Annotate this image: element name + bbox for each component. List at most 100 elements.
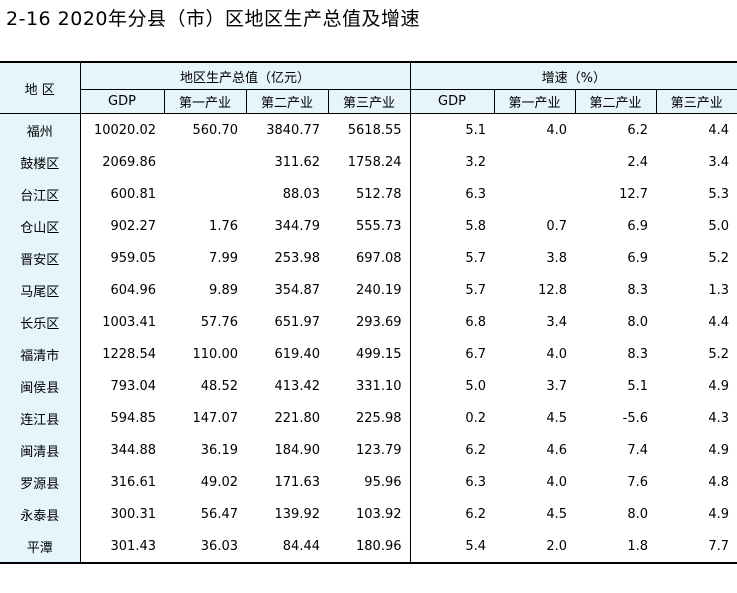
- growth-value-cell: 8.0: [627, 314, 649, 330]
- gdp-value-cell: 331.10: [356, 378, 402, 394]
- statistics-table: 地 区 地区生产总值（亿元） 增速（%） GDP 第一产业 第二产业 第三产业 …: [0, 61, 737, 564]
- growth-value-cell: 12.7: [619, 186, 649, 202]
- growth-value-cell: 6.8: [409, 306, 495, 338]
- table-row: 罗源县 316.61 49.02 171.63 95.96 6.3 4.0 7.6 4.8: [0, 466, 737, 498]
- gdp-value-cell: 697.08: [356, 250, 402, 266]
- gdp-value-cell: 1.76: [209, 218, 238, 234]
- gdp-value-cell: 555.73: [356, 218, 402, 234]
- gdp-value-cell: 36.19: [200, 442, 238, 458]
- gdp-value-cell: 9.89: [209, 282, 238, 298]
- growth-value-cell: 4.9: [708, 378, 730, 394]
- growth-value-cell: 3.7: [546, 378, 568, 394]
- gdp-value-cell: 594.85: [110, 410, 157, 426]
- growth-value-cell: 7.4: [627, 442, 649, 458]
- gdp-value-cell: [164, 178, 246, 210]
- growth-value-cell: 4.4: [708, 122, 730, 138]
- gdp-value-cell: 902.27: [110, 218, 157, 234]
- gdp-value-cell: 344.79: [274, 218, 321, 234]
- gdp-value-cell: 225.98: [356, 410, 402, 426]
- gdp-value-cell: 95.96: [364, 474, 402, 490]
- gdp-value-cell: 1758.24: [347, 154, 402, 170]
- gdp-value-cell: 512.78: [356, 186, 402, 202]
- table-row: 平潭 301.43 36.03 84.44 180.96 5.4 2.0 1.8 7.7: [0, 530, 737, 564]
- region-cell: 长乐区: [0, 306, 81, 338]
- sub-header: 第三产业: [655, 89, 737, 114]
- gdp-value-cell: 56.47: [200, 506, 238, 522]
- header-row-sub: GDP 第一产业 第二产业 第三产业 GDP 第一产业 第二产业 第三产业: [0, 89, 737, 114]
- gdp-value-cell: 171.63: [274, 474, 321, 490]
- table-row: 闽清县 344.88 36.19 184.90 123.79 6.2 4.6 7.4 4.9: [0, 434, 737, 466]
- growth-value-cell: 4.5: [546, 410, 568, 426]
- growth-value-cell: 7.7: [656, 530, 737, 564]
- growth-value-cell: 5.1: [627, 378, 649, 394]
- table-row: 马尾区 604.96 9.89 354.87 240.19 5.7 12.8 8.3 1.3: [0, 274, 737, 306]
- gdp-group-header: 地区生产总值（亿元）: [79, 62, 411, 90]
- region-cell: 马尾区: [0, 274, 81, 306]
- gdp-value-cell: 7.99: [209, 250, 238, 266]
- gdp-value-cell: 139.92: [274, 506, 321, 522]
- region-cell: 福州: [0, 113, 81, 146]
- region-cell: 闽侯县: [0, 370, 81, 402]
- gdp-value-cell: 110.00: [192, 346, 239, 362]
- growth-value-cell: 4.5: [546, 506, 568, 522]
- gdp-value-cell: 354.87: [274, 282, 321, 298]
- growth-value-cell: 8.0: [627, 506, 649, 522]
- gdp-value-cell: 88.03: [282, 186, 320, 202]
- region-cell: 晋安区: [0, 242, 81, 274]
- growth-value-cell: 4.0: [546, 346, 568, 362]
- growth-value-cell: 6.2: [409, 498, 495, 530]
- gdp-value-cell: 651.97: [274, 314, 321, 330]
- gdp-value-cell: 2069.86: [102, 154, 156, 170]
- region-header: 地 区: [0, 62, 80, 114]
- sub-header: 第二产业: [574, 89, 657, 114]
- growth-value-cell: 5.7: [409, 242, 495, 274]
- gdp-value-cell: 344.88: [110, 442, 157, 458]
- table-row: 台江区 600.81 88.03 512.78 6.3 12.7 5.3: [0, 178, 737, 210]
- gdp-value-cell: 84.44: [246, 530, 328, 564]
- gdp-value-cell: [164, 146, 246, 178]
- gdp-value-cell: 147.07: [192, 410, 239, 426]
- growth-value-cell: 6.3: [409, 466, 495, 498]
- growth-value-cell: 3.4: [546, 314, 568, 330]
- gdp-value-cell: 57.76: [200, 314, 238, 330]
- gdp-value-cell: 499.15: [356, 346, 402, 362]
- gdp-value-cell: 301.43: [80, 530, 164, 564]
- growth-value-cell: 5.0: [409, 370, 495, 402]
- growth-value-cell: 2.0: [494, 530, 576, 564]
- growth-value-cell: 5.8: [409, 210, 495, 242]
- gdp-value-cell: 10020.02: [93, 122, 156, 138]
- growth-value-cell: 3.8: [546, 250, 568, 266]
- table-row: 连江县 594.85 147.07 221.80 225.98 0.2 4.5 -5.6 4.3: [0, 402, 737, 434]
- growth-value-cell: 5.0: [708, 218, 730, 234]
- sub-header: 第一产业: [493, 89, 576, 114]
- table-body: 福州 10020.02 560.70 3840.77 5618.55 5.1 4.0 6.2 4…: [0, 113, 737, 564]
- gdp-value-cell: 293.69: [356, 314, 402, 330]
- growth-value-cell: 8.3: [627, 282, 649, 298]
- region-cell: 仓山区: [0, 210, 81, 242]
- table-row: 鼓楼区 2069.86 311.62 1758.24 3.2 2.4 3.4: [0, 146, 737, 178]
- gdp-value-cell: 48.52: [200, 378, 238, 394]
- gdp-value-cell: 253.98: [274, 250, 321, 266]
- sub-header: 第二产业: [245, 89, 328, 114]
- table-row: 闽侯县 793.04 48.52 413.42 331.10 5.0 3.7 5.1 4.9: [0, 370, 737, 402]
- gdp-value-cell: 1228.54: [102, 346, 156, 362]
- growth-value-cell: 1.3: [708, 282, 730, 298]
- growth-value-cell: 8.3: [627, 346, 649, 362]
- growth-value-cell: 4.9: [708, 442, 730, 458]
- growth-value-cell: -5.6: [622, 410, 649, 426]
- table-row: 福州 10020.02 560.70 3840.77 5618.55 5.1 4.0 6.2 4…: [0, 113, 737, 146]
- growth-value-cell: 3.2: [409, 146, 495, 178]
- growth-value-cell: 4.0: [546, 474, 568, 490]
- growth-value-cell: 4.4: [708, 314, 730, 330]
- region-cell: 连江县: [0, 402, 81, 434]
- gdp-value-cell: 311.62: [274, 154, 321, 170]
- gdp-value-cell: 36.03: [164, 530, 246, 564]
- gdp-value-cell: 49.02: [200, 474, 238, 490]
- growth-value-cell: 7.6: [627, 474, 649, 490]
- growth-value-cell: 6.3: [409, 178, 495, 210]
- sub-header: GDP: [409, 89, 495, 114]
- growth-value-cell: [494, 178, 575, 210]
- region-cell: 永泰县: [0, 498, 81, 530]
- gdp-value-cell: 221.80: [274, 410, 321, 426]
- sub-header: 第一产业: [163, 89, 246, 114]
